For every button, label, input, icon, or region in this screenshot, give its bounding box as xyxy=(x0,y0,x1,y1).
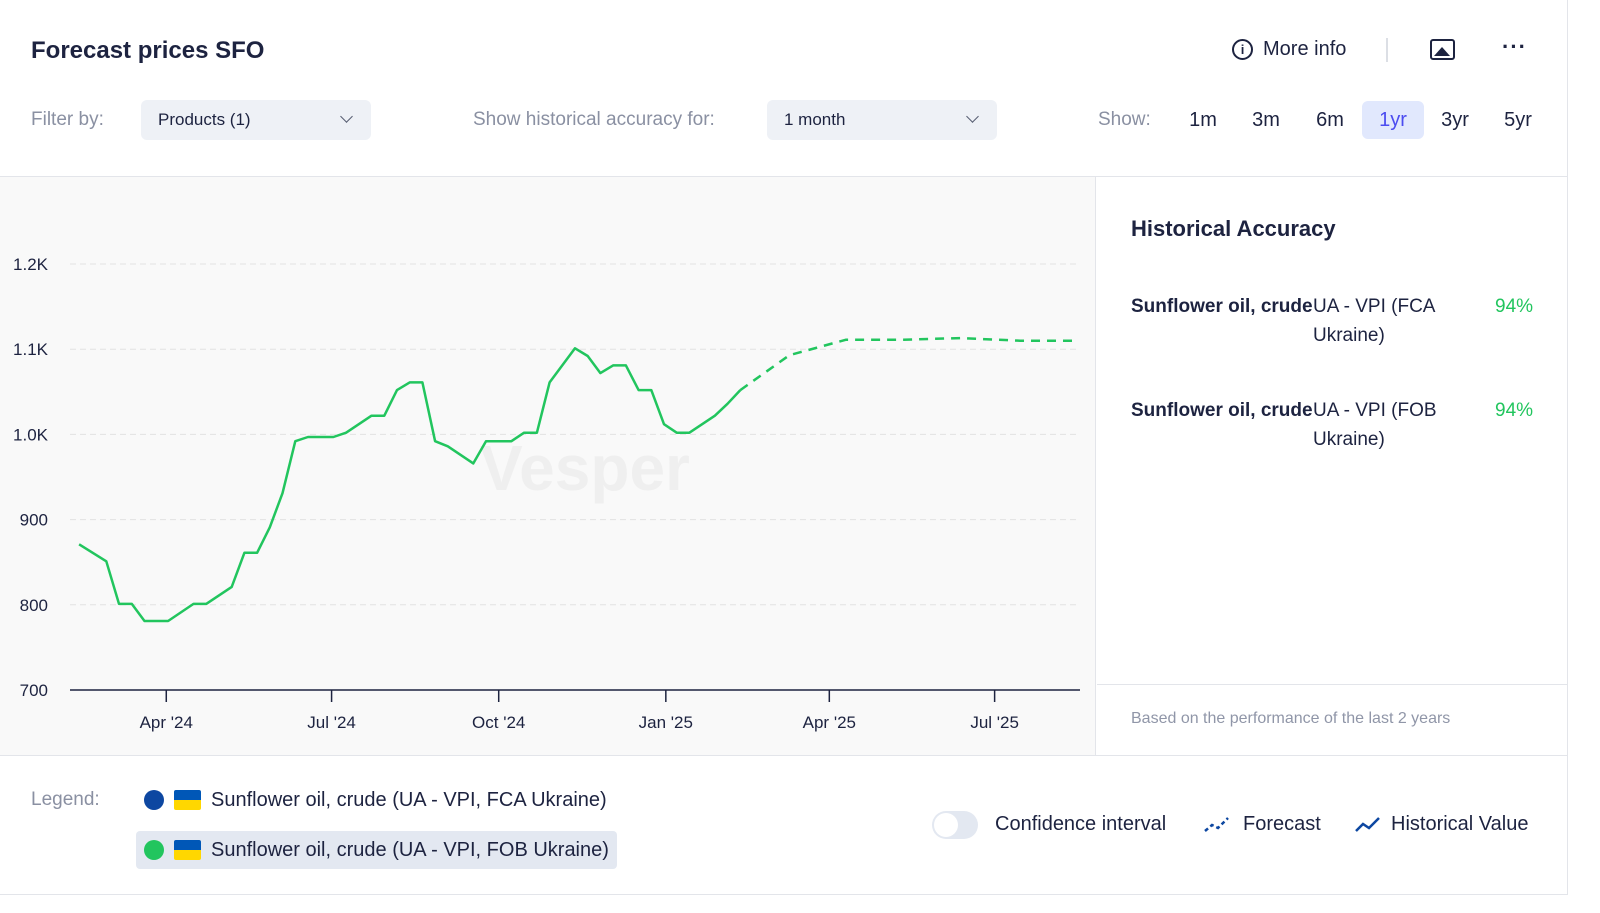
historical-line xyxy=(78,347,742,623)
y-tick-label: 800 xyxy=(20,596,48,615)
forecast-line xyxy=(739,336,1073,392)
legend-label: Legend: xyxy=(31,789,100,810)
accuracy-select[interactable]: 1 month xyxy=(767,100,997,140)
range-6m[interactable]: 6m xyxy=(1316,109,1344,131)
show-label: Show: xyxy=(1098,109,1151,130)
range-3m[interactable]: 3m xyxy=(1252,109,1280,131)
accuracy-product: Sunflower oil, crude xyxy=(1131,296,1313,317)
confidence-interval-toggle[interactable] xyxy=(932,811,978,839)
divider xyxy=(0,176,1568,177)
ukraine-flag-icon xyxy=(174,840,201,860)
x-tick-label: Apr '24 xyxy=(140,713,193,732)
more-info-button[interactable]: i More info xyxy=(1232,38,1346,61)
products-select-value: Products (1) xyxy=(158,110,251,129)
divider xyxy=(1097,684,1568,685)
more-info-label: More info xyxy=(1263,38,1347,60)
panel-title: Historical Accuracy xyxy=(1131,216,1336,241)
x-tick-label: Jan '25 xyxy=(639,713,693,732)
range-1yr[interactable]: 1yr xyxy=(1362,101,1424,139)
divider xyxy=(1386,38,1388,62)
forecast-line-icon xyxy=(1204,817,1229,832)
historical-line-icon xyxy=(1355,817,1380,832)
ukraine-flag-icon xyxy=(174,790,201,810)
accuracy-note: Based on the performance of the last 2 y… xyxy=(1131,710,1451,727)
y-tick-label: 1.2K xyxy=(13,255,49,274)
range-5yr[interactable]: 5yr xyxy=(1504,109,1532,131)
price-chart: Vesper 700 800 900 1.0K 1.1K 1.2K Apr '24 Jul '2… xyxy=(13,255,1080,732)
y-tick-label: 700 xyxy=(20,681,48,700)
forecast-card: Forecast prices SFO i More info ··· Filte… xyxy=(0,0,1568,895)
x-tick-label: Oct '24 xyxy=(472,713,525,732)
accuracy-label: Show historical accuracy for: xyxy=(473,109,715,130)
x-tick-label: Jul '24 xyxy=(307,713,356,732)
confidence-label: Confidence interval xyxy=(995,813,1167,835)
info-icon: i xyxy=(1232,39,1253,60)
accuracy-select-value: 1 month xyxy=(784,110,846,129)
accuracy-value: 94% xyxy=(1495,296,1534,317)
products-select[interactable]: Products (1) xyxy=(141,100,371,140)
image-icon[interactable] xyxy=(1430,39,1455,60)
chevron-down-icon xyxy=(966,110,979,123)
x-tick-label: Apr '25 xyxy=(803,713,856,732)
series-dot-icon xyxy=(144,840,164,860)
legend-item-label: Sunflower oil, crude (UA - VPI, FCA Ukra… xyxy=(211,788,607,811)
legend-item-fob[interactable]: Sunflower oil, crude (UA - VPI, FOB Ukra… xyxy=(136,831,617,869)
accuracy-market: UA - VPI (FOB Ukraine) xyxy=(1313,400,1437,450)
more-icon[interactable]: ··· xyxy=(1502,34,1527,59)
divider xyxy=(0,755,1568,756)
range-3yr[interactable]: 3yr xyxy=(1441,109,1469,131)
chart-area xyxy=(0,177,1096,755)
series-dot-icon xyxy=(144,790,164,810)
accuracy-value: 94% xyxy=(1495,400,1534,421)
legend-item-fca[interactable]: Sunflower oil, crude (UA - VPI, FCA Ukra… xyxy=(136,781,615,819)
filter-label: Filter by: xyxy=(31,109,104,130)
historical-label: Historical Value xyxy=(1391,813,1529,835)
x-tick-label: Jul '25 xyxy=(970,713,1019,732)
page-title: Forecast prices SFO xyxy=(31,37,265,64)
chevron-down-icon xyxy=(340,110,353,123)
y-tick-label: 1.1K xyxy=(13,340,49,359)
y-tick-label: 900 xyxy=(20,511,48,530)
accuracy-market: UA - VPI (FCA Ukraine) xyxy=(1313,296,1435,346)
range-1m[interactable]: 1m xyxy=(1189,109,1217,131)
watermark-logo: Vesper xyxy=(480,432,690,504)
accuracy-product: Sunflower oil, crude xyxy=(1131,400,1313,421)
legend-item-label: Sunflower oil, crude (UA - VPI, FOB Ukra… xyxy=(211,838,609,861)
forecast-label: Forecast xyxy=(1243,813,1321,835)
y-tick-label: 1.0K xyxy=(13,425,49,444)
